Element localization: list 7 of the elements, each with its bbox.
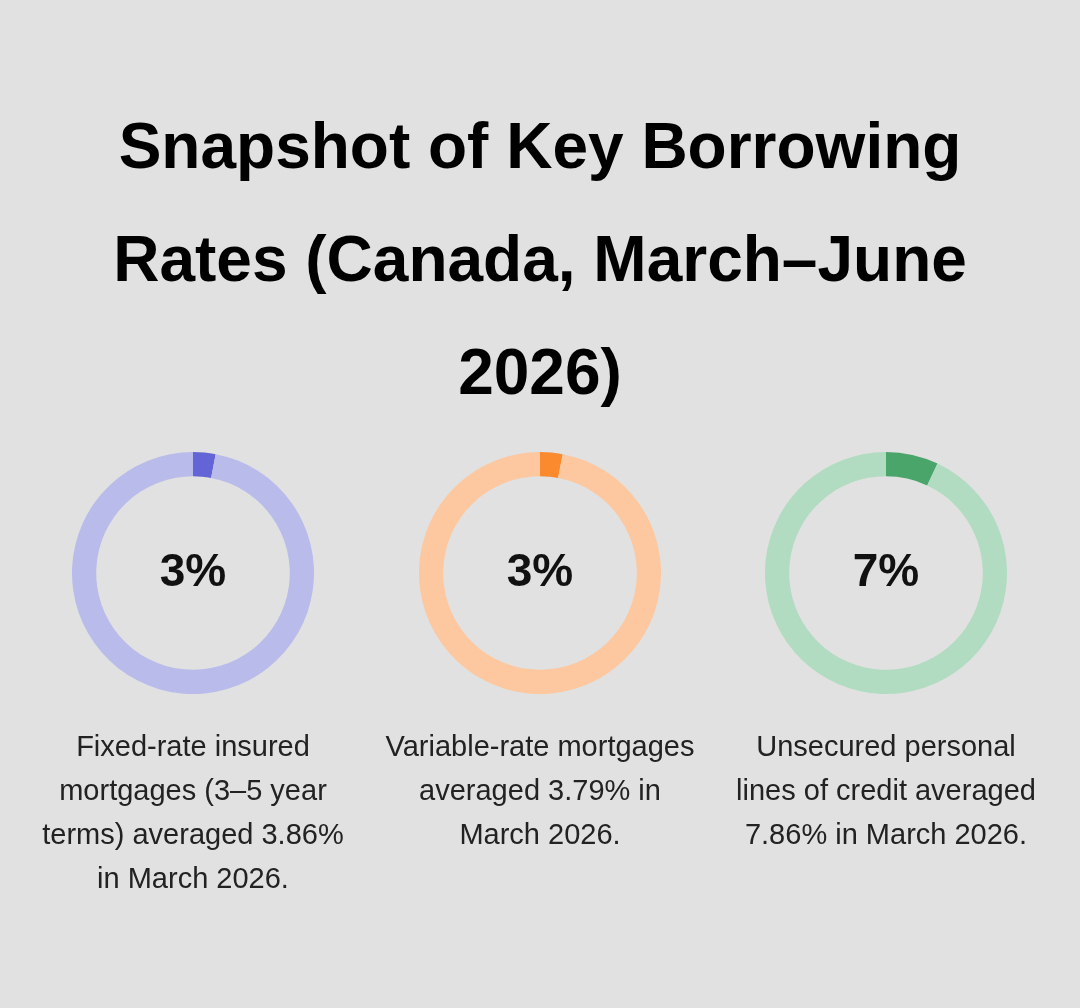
data-label: 3%: [159, 543, 227, 596]
text: Fixed-rate insured mortgages (3–5 year terms) averaged 3.86% in March 2026.: [41, 729, 345, 896]
data-label: 3%: [506, 543, 574, 596]
data-label: 7%: [852, 543, 920, 596]
text: Unsecured personal lines of credit averaged 7.86% in March 2026.: [735, 729, 1037, 852]
text: Variable-rate mortgages averaged 3.79% in March 2026.: [384, 729, 696, 852]
text: Snapshot of Key Borrowing Rates (Canada, March–June 2026): [112, 109, 968, 410]
